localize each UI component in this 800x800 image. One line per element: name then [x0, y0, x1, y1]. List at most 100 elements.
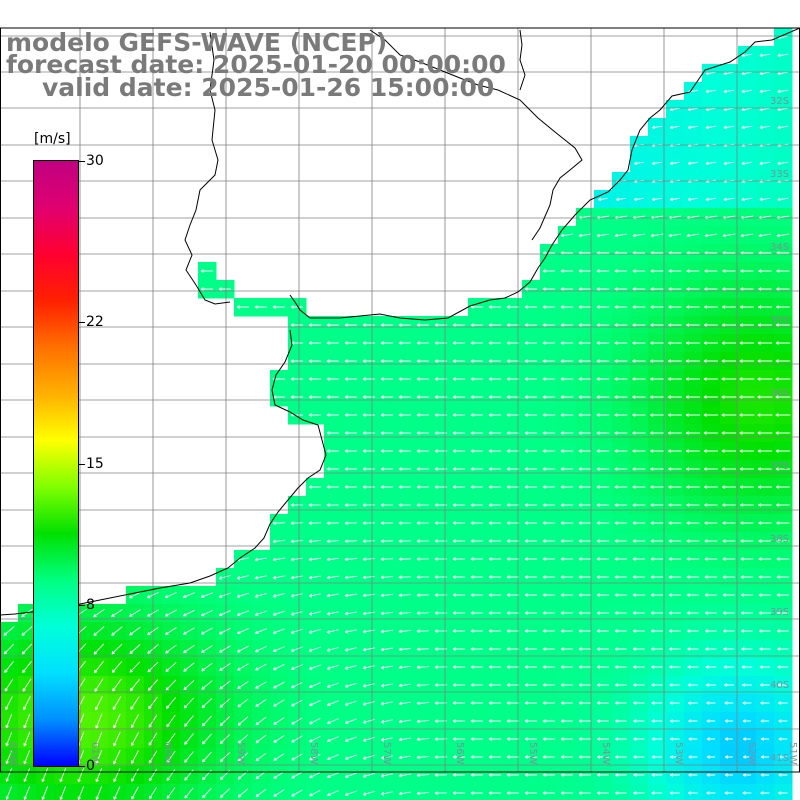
- wind-arrow: [524, 755, 538, 759]
- wind-arrow: [560, 521, 574, 525]
- wind-arrow: [524, 395, 538, 399]
- wind-arrow: [614, 413, 628, 417]
- wind-speed-cell: [666, 784, 685, 800]
- wind-arrow: [95, 767, 103, 783]
- wind-arrow: [506, 521, 520, 525]
- wind-arrow: [776, 557, 790, 561]
- wind-arrow: [488, 683, 502, 687]
- wind-arrow: [236, 575, 250, 580]
- wind-arrow: [668, 323, 682, 327]
- wind-arrow: [703, 395, 719, 399]
- wind-arrow: [632, 395, 646, 399]
- wind-arrow: [578, 683, 591, 687]
- longitude-label: 61W: [89, 742, 100, 765]
- wind-arrow: [760, 755, 769, 759]
- wind-arrow: [632, 359, 646, 363]
- latitude-label: 37S: [770, 461, 789, 472]
- wind-arrow: [542, 719, 556, 723]
- wind-arrow: [776, 503, 790, 507]
- wind-arrow: [95, 731, 103, 747]
- wind-arrow: [272, 646, 285, 653]
- wind-arrow: [578, 269, 592, 273]
- wind-arrow: [632, 557, 646, 561]
- wind-arrow: [524, 521, 538, 525]
- wind-arrow: [290, 323, 304, 327]
- wind-arrow: [326, 485, 340, 489]
- wind-arrow: [687, 647, 699, 651]
- wind-arrow: [704, 305, 718, 309]
- wind-arrow: [578, 647, 592, 651]
- wind-arrow: [255, 752, 267, 762]
- title-model: modelo GEFS-WAVE (NCEP): [6, 28, 388, 57]
- wind-arrow: [759, 53, 771, 58]
- wind-arrow: [308, 664, 321, 670]
- wind-arrow: [740, 233, 754, 238]
- wind-arrow: [452, 503, 466, 507]
- wind-arrow: [776, 233, 790, 238]
- wind-speed-cell: [198, 784, 217, 800]
- wind-speed-cell: [288, 784, 307, 800]
- wind-arrow: [326, 664, 339, 670]
- coastline-uruguay-brazil: [289, 27, 800, 321]
- wind-arrow: [560, 701, 574, 705]
- wind-arrow: [542, 701, 556, 705]
- wind-arrow: [651, 161, 662, 166]
- wind-arrow: [775, 431, 791, 435]
- wind-arrow: [308, 682, 321, 689]
- wind-arrow: [704, 521, 718, 525]
- wind-arrow: [578, 431, 592, 435]
- wind-arrow: [309, 753, 321, 761]
- wind-arrow: [614, 269, 628, 273]
- wind-arrow: [166, 732, 176, 746]
- wind-arrow: [633, 197, 644, 202]
- wind-arrow: [614, 395, 628, 399]
- wind-arrow: [308, 377, 322, 381]
- wind-arrow: [219, 788, 230, 798]
- wind-arrow: [344, 593, 358, 598]
- colorbar-tick-mark: [79, 766, 85, 767]
- wind-arrow: [506, 359, 520, 363]
- wind-arrow: [308, 539, 322, 544]
- wind-arrow: [380, 683, 394, 688]
- wind-arrow: [272, 575, 286, 580]
- wind-arrow: [542, 503, 556, 507]
- wind-speed-cell: [504, 784, 523, 800]
- wind-arrow: [202, 787, 212, 799]
- wind-arrow: [488, 791, 502, 795]
- wind-arrow: [740, 269, 754, 273]
- wind-arrow: [326, 395, 340, 399]
- wind-arrow: [560, 737, 573, 741]
- wind-arrow: [668, 629, 681, 633]
- latitude-label: 36S: [770, 388, 789, 399]
- wind-arrow: [632, 449, 646, 453]
- wind-arrow: [686, 485, 700, 489]
- wind-arrow: [596, 647, 609, 651]
- wind-arrow: [777, 683, 788, 687]
- wind-arrow: [416, 413, 430, 417]
- wind-arrow: [721, 323, 736, 327]
- wind-arrow: [506, 413, 520, 417]
- wind-arrow: [614, 539, 628, 543]
- wind-arrow: [703, 413, 719, 417]
- wind-arrow: [542, 485, 556, 489]
- wind-arrow: [129, 626, 141, 636]
- wind-arrow: [668, 233, 682, 238]
- wind-arrow: [488, 665, 502, 669]
- wind-arrow: [290, 557, 304, 562]
- wind-arrow: [416, 701, 430, 706]
- wind-arrow: [398, 683, 412, 688]
- wind-arrow: [578, 467, 592, 471]
- wind-arrow: [542, 683, 556, 687]
- wind-arrow: [542, 557, 556, 561]
- wind-arrow: [757, 431, 773, 435]
- wind-arrow: [506, 683, 520, 687]
- wind-arrow: [524, 701, 538, 705]
- wind-arrow: [255, 699, 267, 708]
- wind-arrow: [703, 323, 718, 327]
- wind-arrow: [776, 305, 790, 309]
- wind-arrow: [362, 395, 376, 399]
- wind-arrow: [560, 431, 574, 435]
- wind-arrow: [4, 678, 14, 692]
- wind-arrow: [542, 521, 556, 525]
- wind-arrow: [705, 683, 716, 687]
